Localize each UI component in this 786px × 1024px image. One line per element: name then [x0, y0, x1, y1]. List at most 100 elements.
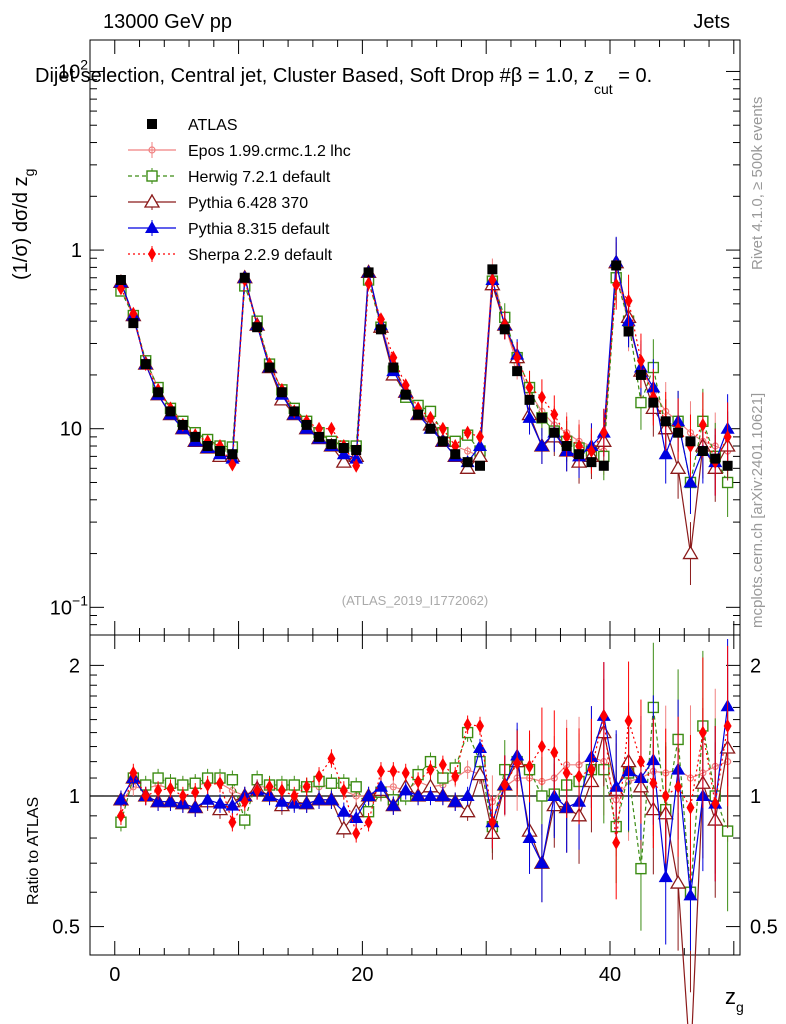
- ratio-point-sherpa: [525, 759, 534, 774]
- main-point-atlas: [487, 264, 498, 275]
- main-point-atlas: [215, 446, 225, 457]
- main-point-sherpa: [327, 421, 336, 436]
- main-point-atlas: [499, 324, 510, 335]
- ratio-point-sherpa: [376, 764, 385, 779]
- main-point-pythia8: [522, 410, 537, 423]
- main-point-atlas: [685, 436, 696, 447]
- main-point-atlas: [623, 326, 634, 337]
- ratio-point-sherpa: [191, 785, 200, 800]
- main-point-sherpa: [401, 378, 410, 393]
- mcplots-source-label: mcplots.cern.ch [arXiv:2401.10621]: [749, 393, 766, 628]
- main-y-tick-base: 10: [58, 61, 80, 83]
- ratio-point-sherpa: [636, 754, 645, 769]
- main-point-atlas: [165, 406, 176, 417]
- main-point-sherpa: [537, 390, 546, 405]
- ratio-point-pythia6: [669, 874, 687, 889]
- x-axis-label-text: z: [725, 984, 736, 1009]
- ratio-point-sherpa: [290, 788, 299, 803]
- ratio-point-sherpa: [228, 815, 237, 830]
- legend-label-epos: Epos 1.99.crmc.1.2 lhc: [188, 143, 351, 160]
- main-point-sherpa: [612, 277, 621, 292]
- ratio-point-sherpa: [302, 779, 311, 794]
- main-point-atlas: [475, 460, 485, 471]
- main-point-atlas: [648, 397, 659, 408]
- ratio-point-sherpa: [364, 815, 373, 830]
- ratio-point-pythia6: [471, 766, 489, 781]
- main-y-axis-label-sub: g: [21, 169, 37, 177]
- legend-marker-sherpa: [148, 247, 156, 261]
- ratio-series-pythia6: [112, 667, 736, 1024]
- ratio-point-pythia8: [411, 788, 426, 801]
- ratio-point-pythia8: [534, 856, 549, 869]
- main-point-sherpa: [525, 380, 534, 395]
- main-point-atlas: [326, 439, 337, 450]
- ratio-point-sherpa: [129, 765, 138, 780]
- ratio-point-sherpa: [253, 783, 262, 798]
- ratio-point-sherpa: [575, 769, 584, 784]
- ratio-point-pythia8: [386, 798, 401, 811]
- main-y-tick-label: 10−1: [50, 592, 88, 619]
- main-point-atlas: [190, 431, 201, 442]
- ratio-point-herwig: [536, 790, 548, 802]
- ratio-point-sherpa: [216, 776, 224, 791]
- main-point-atlas: [400, 389, 411, 400]
- ratio-panel: 0 20 40 2 2 1 1 0.5 0.5: [52, 634, 778, 986]
- selection-title-main: Dijet selection, Central jet, Cluster Ba…: [35, 65, 594, 87]
- main-point-herwig: [635, 396, 647, 409]
- main-point-atlas: [697, 446, 708, 457]
- main-point-atlas: [140, 359, 151, 370]
- ratio-series-pythia8: [113, 639, 735, 951]
- ratio-point-sherpa: [203, 778, 212, 793]
- main-point-sherpa: [389, 350, 398, 365]
- ratio-point-sherpa: [438, 757, 447, 772]
- ratio-point-sherpa: [488, 815, 497, 830]
- legend-label-herwig: Herwig 7.2.1 default: [188, 169, 331, 186]
- main-point-pythia6: [669, 460, 687, 474]
- ratio-point-pythia8: [200, 792, 215, 805]
- ratio-point-sherpa: [178, 788, 187, 803]
- main-point-atlas: [351, 444, 362, 455]
- legend: ATLAS Epos 1.99.crmc.1.2 lhc Herwig 7.2.1 …: [128, 117, 351, 264]
- main-point-atlas: [512, 366, 523, 377]
- legend-marker-epos: [148, 146, 156, 154]
- main-point-atlas: [722, 460, 733, 471]
- ratio-point-pythia8: [151, 794, 166, 807]
- ratio-point-pythia8: [658, 870, 673, 883]
- legend-item-herwig: Herwig 7.2.1 default: [128, 168, 331, 186]
- main-y-tick-exponent: 2: [80, 56, 88, 72]
- x-tick-label: 20: [351, 964, 373, 986]
- energy-label: 13000 GeV pp: [103, 11, 232, 33]
- x-tick-label: 0: [109, 964, 120, 986]
- main-point-sherpa: [599, 425, 608, 440]
- main-point-sherpa: [513, 350, 522, 365]
- main-point-sherpa: [352, 458, 361, 473]
- ratio-point-sherpa: [624, 713, 633, 728]
- ratio-point-sherpa: [476, 718, 484, 733]
- ratio-y-tick-label: 0.5: [52, 917, 80, 939]
- legend-marker-atlas: [147, 119, 157, 129]
- main-point-atlas: [202, 441, 213, 452]
- ratio-point-pythia8: [299, 796, 314, 809]
- ratio-point-sherpa: [537, 739, 546, 754]
- legend-marker-herwig: [146, 170, 158, 182]
- x-axis-label-sub: g: [736, 999, 744, 1015]
- ratio-point-pythia8: [435, 788, 450, 801]
- legend-item-sherpa: Sherpa 2.2.9 default: [128, 246, 333, 264]
- ratio-point-pythia8: [423, 788, 438, 801]
- main-point-atlas: [264, 362, 275, 373]
- main-point-pythia6: [335, 453, 352, 468]
- ratio-y-axis-label: Ratio to ATLAS: [25, 797, 42, 905]
- main-point-atlas: [450, 449, 461, 460]
- ratio-point-pythia8: [312, 792, 327, 805]
- ratio-point-sherpa: [401, 765, 410, 780]
- ratio-point-sherpa: [698, 725, 707, 740]
- ratio-point-sherpa: [315, 769, 324, 784]
- main-point-sherpa: [698, 417, 707, 432]
- ratio-data-marks: [112, 639, 736, 1024]
- ratio-point-sherpa: [141, 788, 150, 803]
- ratio-point-sherpa: [240, 794, 249, 809]
- ratio-point-herwig: [350, 781, 362, 793]
- main-point-pythia8: [683, 475, 698, 488]
- main-point-atlas: [561, 441, 572, 452]
